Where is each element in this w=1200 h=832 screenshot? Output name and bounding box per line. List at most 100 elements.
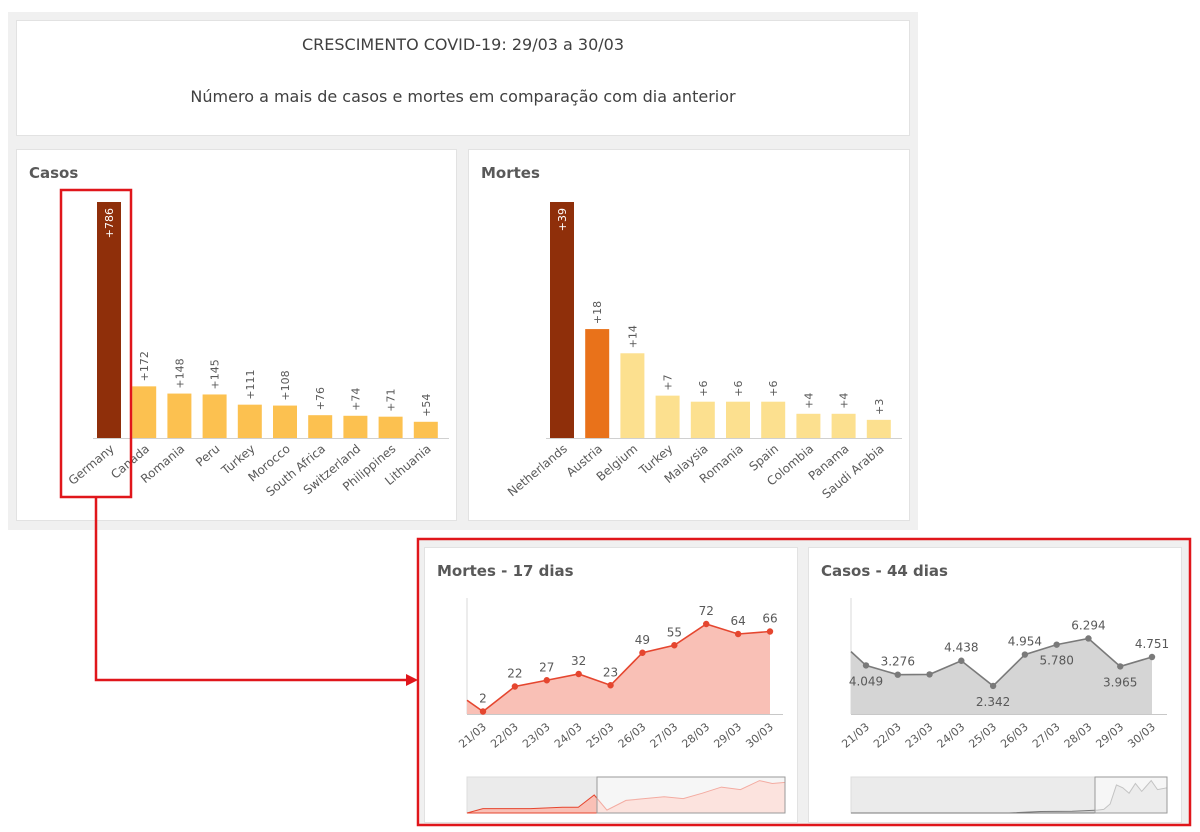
casos-44-x-tick-label: 30/03: [1125, 720, 1158, 750]
casos-bar-romania[interactable]: [167, 393, 192, 438]
casos-44-point[interactable]: [1021, 651, 1029, 658]
mortes-17-point[interactable]: [543, 677, 550, 684]
mortes-17-x-tick-label: 28/03: [680, 720, 713, 750]
casos-44-x-tick-label: 22/03: [871, 720, 904, 750]
mortes-value-label: +14: [626, 325, 639, 348]
casos-44-point[interactable]: [926, 671, 933, 678]
casos-chart-panel: Casos +786 Germany +172 Canada +148 Romania +1…: [16, 149, 457, 521]
mortes-17-point[interactable]: [703, 620, 710, 628]
header-panel: CRESCIMENTO COVID-19: 29/03 a 30/03 Núme…: [16, 20, 910, 136]
casos-value-label: +76: [314, 387, 327, 410]
mortes-bar-austria[interactable]: [585, 329, 610, 438]
casos-44-point[interactable]: [1053, 641, 1060, 648]
casos-44-dias-area-chart: 4.049 21/03 3.276 22/03 23/03 4.438 24/03 2.342…: [839, 598, 1169, 814]
mortes-17-point-label: 55: [667, 625, 682, 639]
casos-value-label: +74: [349, 388, 362, 411]
mortes-17-x-tick-label: 27/03: [648, 720, 681, 750]
casos-value-label: +108: [279, 370, 292, 400]
casos-value-label: +111: [244, 369, 257, 399]
casos-44-x-tick-label: 23/03: [903, 720, 936, 750]
casos-44-x-tick-label: 28/03: [1062, 720, 1095, 750]
casos-44-point[interactable]: [958, 657, 965, 664]
casos-44-point-label: 4.751: [1135, 637, 1169, 651]
casos-44-point[interactable]: [862, 662, 870, 669]
casos-bar-switzerland[interactable]: [343, 415, 368, 438]
mortes-17-point[interactable]: [479, 708, 487, 715]
casos-44-navigator-window[interactable]: [1094, 776, 1168, 814]
casos-bar-lithuania[interactable]: [413, 421, 438, 438]
casos-44-point-label: 4.954: [1008, 635, 1042, 649]
mortes-bar-colombia[interactable]: [796, 413, 821, 438]
casos-bar-canada[interactable]: [132, 386, 157, 438]
casos-44-point[interactable]: [989, 682, 997, 690]
mortes-17-point-label: 22: [507, 667, 522, 681]
mortes-17-navigator-window[interactable]: [596, 776, 786, 814]
mortes-17-x-tick-label: 25/03: [584, 720, 617, 750]
mortes-17-x-tick-label: 30/03: [743, 720, 776, 750]
casos-bar-philippines[interactable]: [378, 416, 403, 438]
mortes-17-point-label: 27: [539, 660, 554, 674]
casos-44-dias-panel: Casos - 44 dias 4.049 21/03 3.276 22/03 23/0…: [808, 547, 1182, 823]
casos-44-point-label: 5.780: [1039, 654, 1073, 668]
casos-44-point[interactable]: [1148, 653, 1156, 661]
casos-bar-turkey[interactable]: [237, 404, 262, 438]
page-subtitle: Número a mais de casos e mortes em compa…: [190, 87, 736, 106]
casos-value-label: +145: [209, 359, 222, 389]
connector-arrow-head: [406, 674, 418, 686]
mortes-value-label: +4: [838, 393, 851, 409]
casos-value-label: +54: [420, 394, 433, 417]
casos-value-label: +172: [138, 351, 151, 381]
mortes-17-point[interactable]: [766, 628, 774, 635]
mortes-17-point[interactable]: [639, 649, 646, 656]
casos-44-x-tick-label: 26/03: [998, 720, 1031, 750]
mortes-17-x-tick-label: 21/03: [456, 720, 489, 750]
mortes-17-point[interactable]: [575, 670, 582, 678]
casos-bar-peru[interactable]: [202, 394, 227, 438]
mortes-bar-netherlands[interactable]: [550, 202, 574, 438]
mortes-bar-turkey[interactable]: [655, 395, 680, 438]
mortes-category-label: Saudi Arabia: [819, 442, 886, 502]
mortes-bar-malaysia[interactable]: [690, 401, 715, 438]
mortes-17-point-label: 66: [762, 612, 777, 626]
mortes-17-point[interactable]: [734, 630, 742, 638]
casos-bar-south-africa[interactable]: [308, 415, 333, 438]
casos-category-label: Germany: [66, 442, 117, 488]
mortes-bar-romania[interactable]: [726, 401, 750, 438]
mortes-17-point-label: 64: [730, 614, 745, 628]
casos-44-x-tick-label: 29/03: [1094, 720, 1127, 750]
casos-44-point-label: 3.276: [881, 655, 915, 669]
mortes-17-dias-panel: Mortes - 17 dias 2 21/03 22 22/03 27 23/03 32 2…: [424, 547, 798, 823]
casos-44-point-label: 6.294: [1071, 618, 1105, 632]
mortes-bar-panama[interactable]: [831, 413, 856, 438]
casos-44-x-tick-label: 27/03: [1030, 720, 1063, 750]
mortes-17-x-tick-label: 29/03: [711, 720, 744, 750]
casos-bar-morocco[interactable]: [273, 405, 297, 438]
mortes-value-label: +6: [732, 380, 745, 396]
mortes-17-x-tick-label: 22/03: [488, 720, 521, 750]
mortes-bar-belgium[interactable]: [620, 353, 645, 438]
mortes-value-label: +7: [662, 374, 675, 390]
mortes-value-label: +6: [767, 380, 780, 396]
casos-chart-title: Casos: [29, 164, 79, 182]
mortes-17-point[interactable]: [511, 683, 519, 690]
mortes-bar-chart: +39Netherlands+18Austria+14Belgium+7Turk…: [505, 202, 902, 502]
mortes-17-point-label: 23: [603, 665, 618, 679]
mortes-value-label: +3: [873, 399, 886, 415]
mortes-bar-spain[interactable]: [761, 401, 786, 438]
mortes-chart-panel: Mortes +39 Netherlands +18 Austria +14 Belgiu…: [468, 149, 910, 521]
casos-44-point[interactable]: [1085, 635, 1092, 642]
mortes-17-point[interactable]: [671, 642, 678, 649]
mortes-value-label: +6: [697, 380, 710, 396]
mortes-bar-saudi-arabia[interactable]: [866, 419, 891, 438]
mortes-value-label: +4: [802, 393, 815, 409]
mortes-17-point-label: 32: [571, 654, 586, 668]
mortes-chart-title: Mortes: [481, 164, 540, 182]
casos-44-point-label: 4.049: [849, 674, 883, 688]
mortes-17-x-tick-label: 26/03: [616, 720, 649, 750]
mortes-value-label: +39: [556, 208, 569, 231]
casos-44-point[interactable]: [1117, 663, 1124, 670]
casos-44-point-label: 4.438: [944, 641, 978, 655]
mortes-17-point[interactable]: [607, 682, 614, 689]
casos-value-label: +786: [103, 208, 116, 238]
casos-44-point[interactable]: [894, 671, 901, 678]
